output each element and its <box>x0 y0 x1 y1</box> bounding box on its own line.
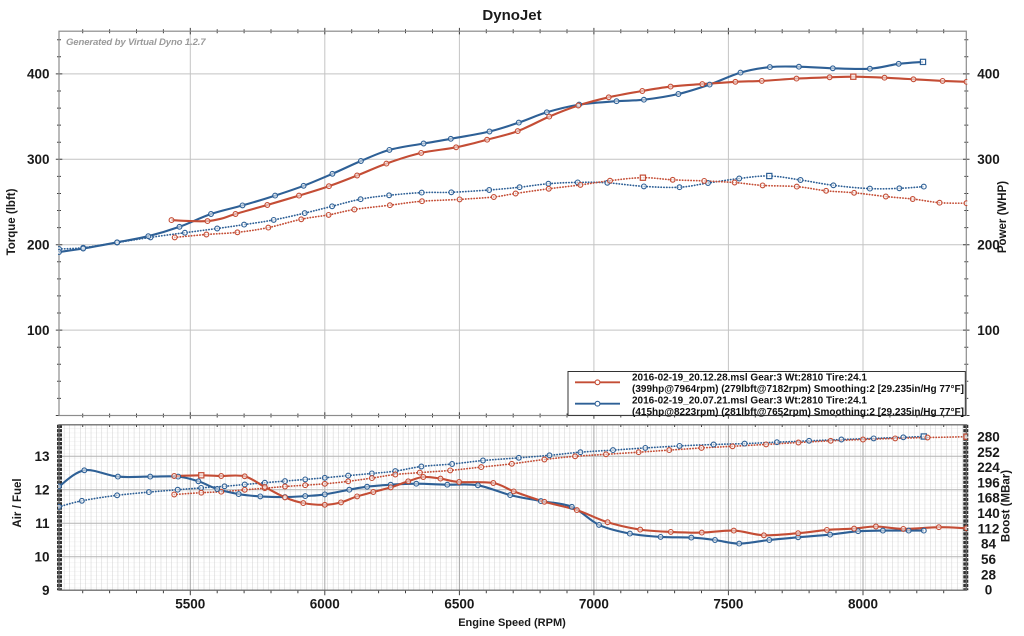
svg-text:200: 200 <box>27 237 50 252</box>
svg-text:Power (WHP): Power (WHP) <box>997 181 1009 253</box>
svg-text:400: 400 <box>27 67 50 82</box>
svg-text:400: 400 <box>977 67 1000 82</box>
svg-text:100: 100 <box>977 323 1000 338</box>
svg-text:DynoJet: DynoJet <box>482 7 541 24</box>
svg-text:300: 300 <box>27 152 50 167</box>
svg-text:8000: 8000 <box>848 597 878 612</box>
svg-text:Air / Fuel: Air / Fuel <box>12 478 24 527</box>
svg-text:(399hp@7964rpm) (279lbft@7182r: (399hp@7964rpm) (279lbft@7182rpm) Smooth… <box>632 384 964 395</box>
svg-text:56: 56 <box>981 552 997 567</box>
svg-text:Generated by Virtual Dyno 1.2.: Generated by Virtual Dyno 1.2.7 <box>66 37 206 48</box>
svg-text:196: 196 <box>977 475 1000 490</box>
svg-text:168: 168 <box>977 491 1000 506</box>
svg-text:300: 300 <box>977 152 1000 167</box>
svg-text:6500: 6500 <box>444 597 474 612</box>
svg-text:Boost (MBar): Boost (MBar) <box>1001 470 1013 542</box>
svg-text:7000: 7000 <box>579 597 609 612</box>
svg-text:6000: 6000 <box>310 597 340 612</box>
svg-text:Engine Speed (RPM): Engine Speed (RPM) <box>458 617 566 629</box>
svg-text:2016-02-19_20.07.21.msl Gear:3: 2016-02-19_20.07.21.msl Gear:3 Wt:2810 T… <box>632 396 867 407</box>
svg-text:9: 9 <box>42 583 50 598</box>
svg-text:7500: 7500 <box>713 597 743 612</box>
svg-text:224: 224 <box>977 460 1000 475</box>
svg-text:10: 10 <box>34 549 49 564</box>
svg-text:100: 100 <box>27 323 50 338</box>
svg-text:13: 13 <box>34 449 50 464</box>
svg-text:252: 252 <box>977 445 1000 460</box>
svg-text:140: 140 <box>977 506 1000 521</box>
svg-text:200: 200 <box>977 237 1000 252</box>
svg-text:5500: 5500 <box>175 597 205 612</box>
svg-text:Torque (lbft): Torque (lbft) <box>6 188 18 255</box>
svg-text:12: 12 <box>34 482 49 497</box>
svg-text:11: 11 <box>35 516 50 531</box>
svg-text:28: 28 <box>981 567 997 582</box>
svg-text:280: 280 <box>977 429 1000 444</box>
svg-text:0: 0 <box>985 583 993 598</box>
svg-text:(415hp@8223rpm) (281lbft@7652r: (415hp@8223rpm) (281lbft@7652rpm) Smooth… <box>632 407 964 418</box>
svg-text:112: 112 <box>978 521 1000 536</box>
svg-text:84: 84 <box>981 537 997 552</box>
svg-text:2016-02-19_20.12.28.msl Gear:3: 2016-02-19_20.12.28.msl Gear:3 Wt:2810 T… <box>632 373 867 384</box>
